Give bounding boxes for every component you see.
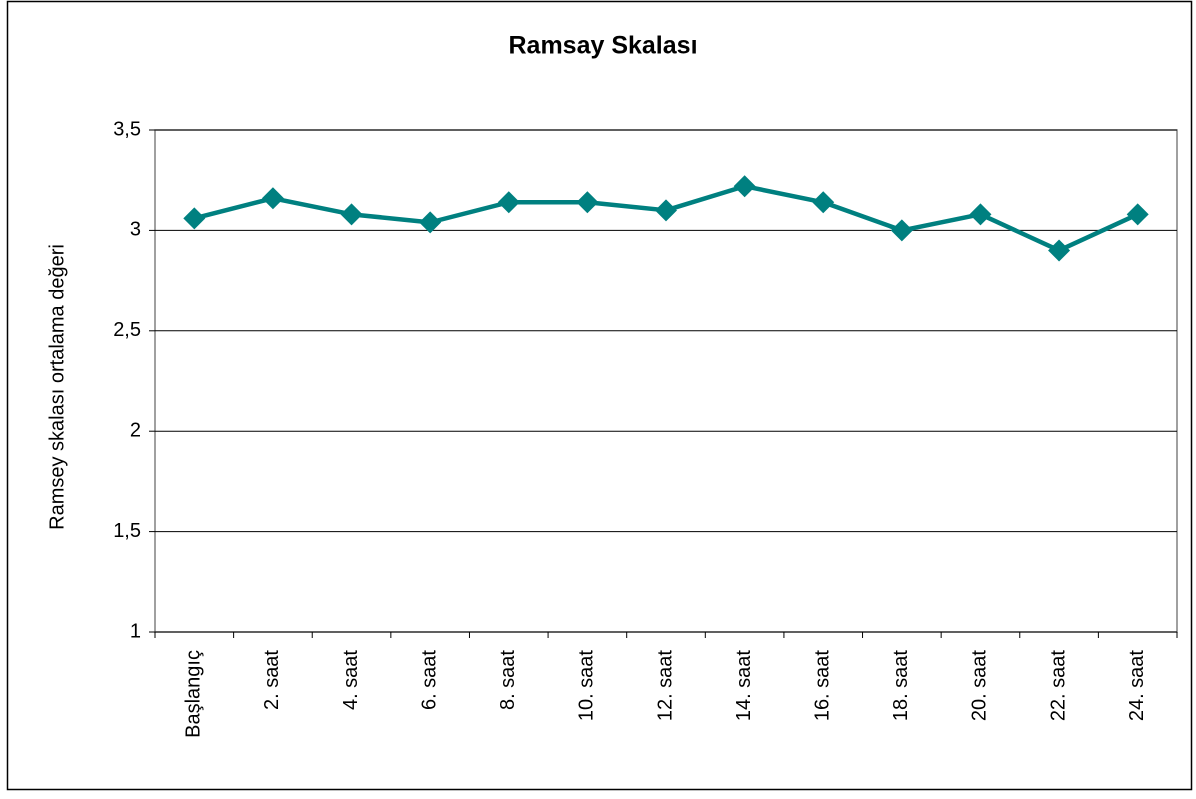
marker xyxy=(733,175,756,198)
marker xyxy=(655,199,677,222)
marker xyxy=(497,191,520,214)
y-tick-label: 1 xyxy=(130,620,141,642)
x-tick-label: 4. saat xyxy=(340,650,362,710)
x-tick-label: 6. saat xyxy=(418,650,440,710)
x-tick-label: 14. saat xyxy=(733,650,755,722)
chart-border xyxy=(6,0,1193,791)
x-tick-label: 2. saat xyxy=(261,650,283,710)
x-tick-label: 18. saat xyxy=(890,650,912,722)
marker xyxy=(183,207,206,230)
marker xyxy=(1048,239,1071,262)
chart-title: Ramsay Skalası xyxy=(508,32,697,60)
x-tick-label: 10. saat xyxy=(576,650,598,722)
y-tick-label: 2,5 xyxy=(113,319,141,341)
marker xyxy=(340,203,363,226)
x-tick-label: 8. saat xyxy=(497,650,519,710)
y-axis-label: Ramsey skalası ortalama değeri xyxy=(46,244,68,530)
marker xyxy=(419,211,442,234)
x-tick-label: 24. saat xyxy=(1126,650,1148,722)
marker xyxy=(969,203,992,226)
marker xyxy=(1126,203,1149,226)
marker xyxy=(812,191,835,214)
x-tick-label: 12. saat xyxy=(654,650,676,722)
marker xyxy=(576,191,599,214)
y-tick-label: 2 xyxy=(130,419,141,441)
y-tick-label: 3 xyxy=(130,219,141,241)
marker xyxy=(890,219,913,242)
y-tick-label: 1,5 xyxy=(113,520,141,542)
x-tick-label: Başlangıç xyxy=(183,650,205,738)
x-tick-label: 16. saat xyxy=(812,650,834,722)
marker xyxy=(261,187,284,210)
y-tick-label: 3,5 xyxy=(113,118,141,140)
x-tick-label: 20. saat xyxy=(969,650,991,722)
x-tick-label: 22. saat xyxy=(1047,650,1069,722)
